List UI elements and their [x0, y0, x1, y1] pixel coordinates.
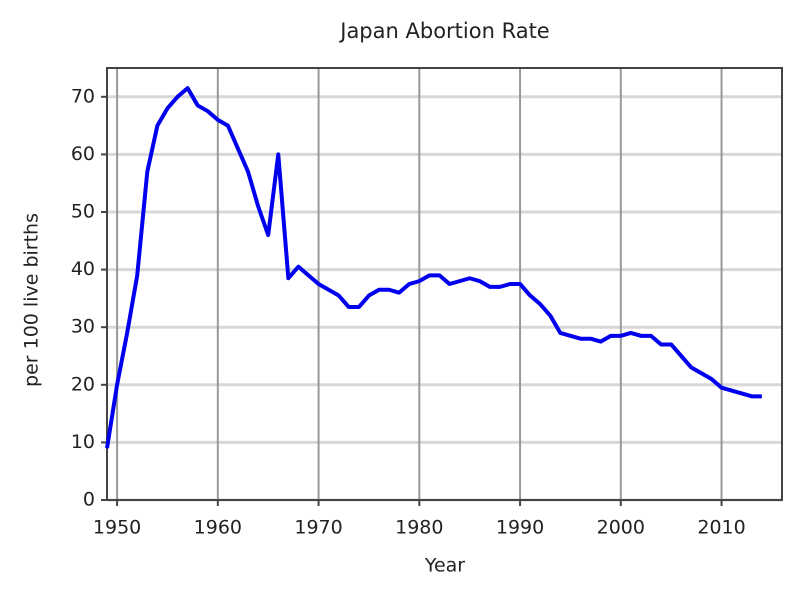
x-tick-label: 1980: [395, 517, 443, 539]
data-line: [105, 86, 762, 449]
x-tick-label: 1960: [194, 517, 242, 539]
x-tick-label: 1970: [294, 517, 342, 539]
y-tick-label: 60: [71, 143, 95, 165]
chart-title: Japan Abortion Rate: [338, 19, 549, 43]
x-axis-label: Year: [424, 555, 465, 577]
x-tick-label: 1950: [93, 517, 141, 539]
y-axis-label: per 100 live births: [21, 213, 43, 387]
y-tick-label: 20: [71, 373, 95, 395]
y-tick-label: 30: [71, 316, 95, 338]
y-tick-label: 10: [71, 431, 95, 453]
y-tick-label: 70: [71, 85, 95, 107]
x-tick-label: 2010: [697, 517, 745, 539]
y-tick-label: 50: [71, 201, 95, 223]
x-tick-label: 2000: [597, 517, 645, 539]
y-tick-label: 0: [83, 489, 95, 511]
plot-frame: [106, 67, 783, 501]
x-tick-label: 1990: [496, 517, 544, 539]
y-tick-label: 40: [71, 258, 95, 280]
